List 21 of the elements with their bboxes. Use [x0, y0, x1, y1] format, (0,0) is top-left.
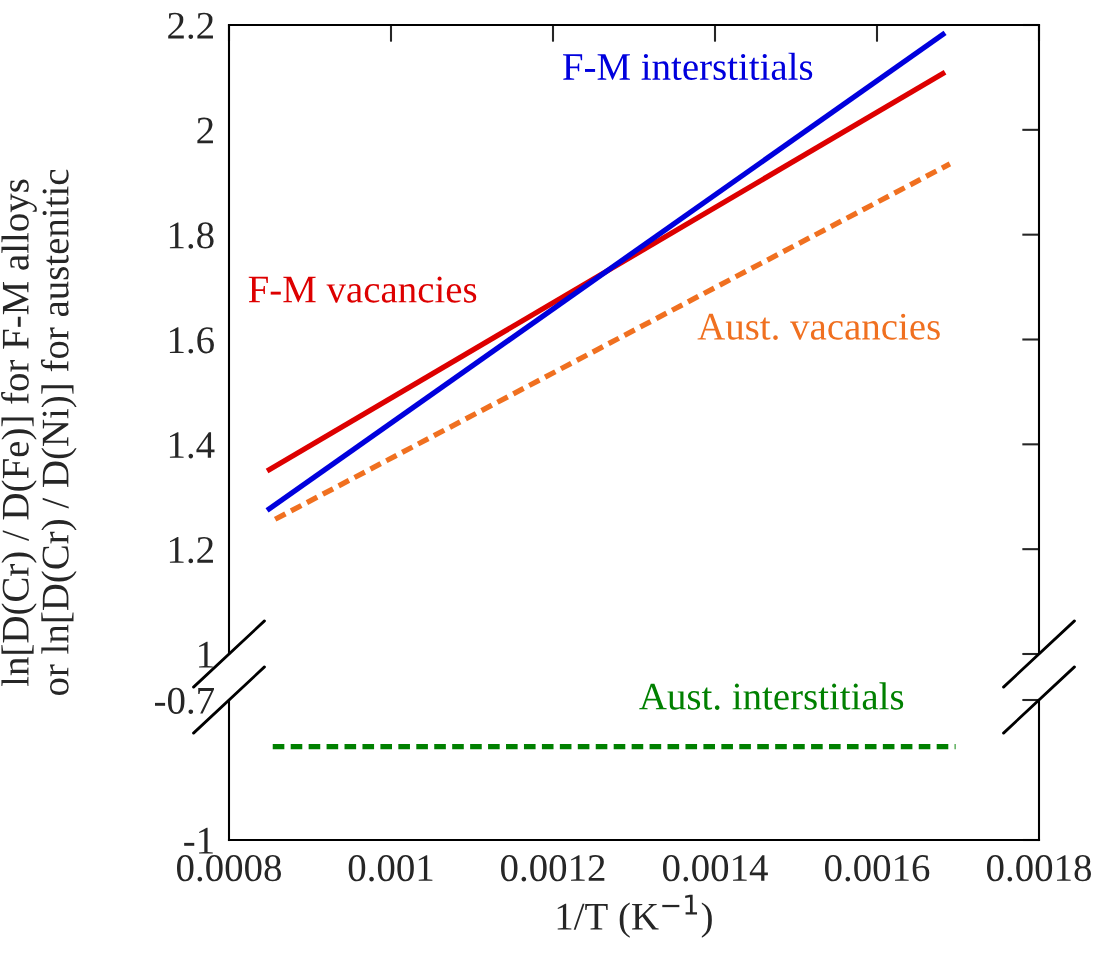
x-tick-label: 0.0018: [987, 855, 1091, 882]
y-tick-label: 1: [199, 641, 213, 668]
y-tick-label: 2.2: [168, 12, 213, 40]
y-tick-label: 1.4: [169, 432, 215, 459]
series-label: F-M vacancies: [248, 276, 477, 303]
x-tick-label: 0.0014: [663, 855, 768, 882]
series-label: Aust. vacancies: [697, 313, 940, 340]
x-tick-label: 0.0016: [825, 855, 930, 882]
x-tick-label: 0.001: [348, 855, 433, 882]
y-tick-label: -0.7: [155, 687, 214, 715]
y-tick-label: 1.2: [169, 536, 213, 564]
y-axis-title: ln[D(Cr) / D(Fe)] for F-M alloys or ln[D(Cr) / D(Ni)] for austenitic: [1, 169, 77, 696]
x-tick-label: 0.0012: [501, 855, 605, 882]
x-axis-title: 1/T (K$^{−1}$): [557, 894, 712, 938]
series-label: F-M interstitials: [563, 52, 813, 81]
y-tick-label: -1: [184, 827, 213, 854]
y-tick-label: 1.8: [169, 222, 214, 249]
x-tick-label: 0.0008: [177, 855, 281, 882]
y-tick-label: 1.6: [169, 327, 214, 354]
series-label: Aust. interstitials: [639, 682, 904, 710]
y-tick-label: 2: [197, 117, 213, 144]
